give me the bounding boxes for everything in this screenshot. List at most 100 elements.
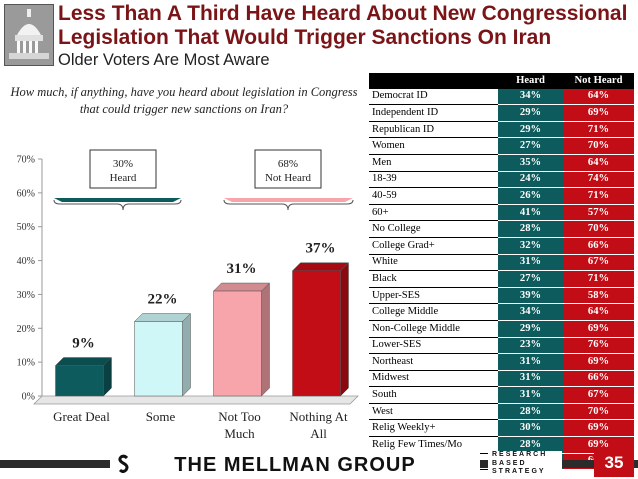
not-heard-value: 71%	[563, 270, 634, 288]
not-heard-value: 69%	[563, 419, 634, 438]
table-row: Relig Few Times/Mo 28% 69%	[369, 436, 634, 454]
not-heard-value: 71%	[563, 121, 634, 139]
row-label: Democrat ID	[369, 88, 498, 106]
row-label: White	[369, 254, 498, 272]
page-title-line1: Less Than A Third Have Heard About New C…	[58, 2, 628, 25]
row-label: College Middle	[369, 303, 498, 321]
row-label: Non-College Middle	[369, 320, 498, 338]
table-row: Midwest 31% 66%	[369, 370, 634, 388]
table-row: Northeast 31% 69%	[369, 353, 634, 371]
not-heard-value: 67%	[563, 254, 634, 272]
category-label: Not Too	[218, 409, 261, 424]
heard-value: 31%	[498, 386, 563, 404]
not-heard-value: 70%	[563, 403, 634, 421]
row-label: South	[369, 386, 498, 404]
not-heard-value: 69%	[563, 104, 634, 122]
y-tick-label: 0%	[22, 392, 35, 403]
heard-value: 31%	[498, 370, 563, 388]
heard-value: 29%	[498, 320, 563, 338]
row-label: College Grad+	[369, 237, 498, 255]
table-header-heard: Heard	[498, 73, 563, 89]
y-tick-label: 10%	[17, 358, 35, 369]
bar	[292, 270, 341, 397]
bar-top-face	[54, 357, 113, 366]
bar-value-label: 22%	[148, 292, 178, 308]
bar	[134, 321, 183, 397]
table-row: Men 35% 64%	[369, 154, 634, 172]
heard-value: 26%	[498, 187, 563, 205]
survey-question: How much, if anything, have you heard ab…	[10, 85, 358, 116]
not-heard-value: 64%	[563, 88, 634, 106]
heard-value: 34%	[498, 88, 563, 106]
bar	[213, 290, 262, 397]
row-label: Independent ID	[369, 104, 498, 122]
heard-value: 31%	[498, 353, 563, 371]
heard-value: 24%	[498, 171, 563, 189]
table-row: College Grad+ 32% 66%	[369, 237, 634, 255]
row-label: 40-59	[369, 187, 498, 205]
not-heard-value: 70%	[563, 137, 634, 155]
bar-top-face	[291, 262, 350, 271]
table-row: Lower-SES 23% 76%	[369, 337, 634, 355]
y-tick-label: 40%	[17, 256, 35, 267]
bar-top-face	[212, 282, 271, 292]
heard-value: 29%	[498, 104, 563, 122]
callout-brace	[223, 199, 354, 211]
heard-value: 32%	[498, 237, 563, 255]
callout-bar	[224, 198, 353, 202]
y-tick-label: 20%	[17, 324, 35, 335]
heard-value: 29%	[498, 121, 563, 139]
heard-value: 31%	[498, 254, 563, 272]
page-number: 35	[594, 449, 634, 477]
tagline-research: RESEARCH	[492, 451, 548, 458]
category-label: Some	[146, 409, 176, 424]
tagline-based: BASED	[492, 459, 527, 467]
table-row: Women 27% 70%	[369, 137, 634, 155]
not-heard-value: 67%	[563, 386, 634, 404]
heard-value: 28%	[498, 220, 563, 238]
table-row: 40-59 26% 71%	[369, 187, 634, 205]
brand-name: THE MELLMAN GROUP	[110, 452, 480, 478]
category-label: Great Deal	[53, 409, 110, 424]
not-heard-value: 64%	[563, 303, 634, 321]
callout-brace	[53, 199, 182, 211]
row-label: 18-39	[369, 171, 498, 189]
capitol-dome-icon	[5, 5, 53, 65]
bar-side-face	[340, 262, 349, 397]
tagline-strategy: STRATEGY	[492, 468, 546, 475]
capitol-logo-image	[4, 4, 54, 66]
bar-value-label: 37%	[306, 241, 336, 257]
table-row: Democrat ID 34% 64%	[369, 88, 634, 106]
heard-value: 34%	[498, 303, 563, 321]
category-label: Nothing At	[289, 409, 348, 424]
y-tick-label: 30%	[17, 290, 35, 301]
brand-tagline: RESEARCH BASED STRATEGY	[488, 451, 562, 477]
not-heard-value: 69%	[563, 353, 634, 371]
table-row: Republican ID 29% 71%	[369, 121, 634, 139]
table-row: Independent ID 29% 69%	[369, 104, 634, 122]
bar-value-label: 31%	[227, 261, 257, 277]
row-label: Northeast	[369, 353, 498, 371]
bar-top-face	[133, 313, 192, 322]
heard-value: 41%	[498, 204, 563, 222]
not-heard-value: 74%	[563, 171, 634, 189]
bar-value-label: 9%	[72, 336, 95, 352]
callout-box	[254, 149, 322, 189]
not-heard-value: 64%	[563, 154, 634, 172]
bar-side-face	[182, 312, 191, 397]
y-tick-label: 70%	[17, 155, 35, 166]
y-tick-label: 50%	[17, 222, 35, 233]
callout-box	[89, 149, 157, 189]
chart-floor	[33, 395, 359, 405]
demographic-table: Heard Not Heard Democrat ID 34% 64% Indepen…	[369, 73, 634, 471]
y-tick-label: 60%	[17, 188, 35, 199]
table-row: 60+ 41% 57%	[369, 204, 634, 222]
heard-value: 30%	[498, 419, 563, 438]
heard-value: 28%	[498, 403, 563, 421]
not-heard-value: 76%	[563, 337, 634, 355]
not-heard-value: 70%	[563, 220, 634, 238]
table-row: South 31% 67%	[369, 386, 634, 404]
table-row: No College 28% 70%	[369, 220, 634, 238]
heard-value: 39%	[498, 287, 563, 305]
heard-value: 23%	[498, 337, 563, 355]
